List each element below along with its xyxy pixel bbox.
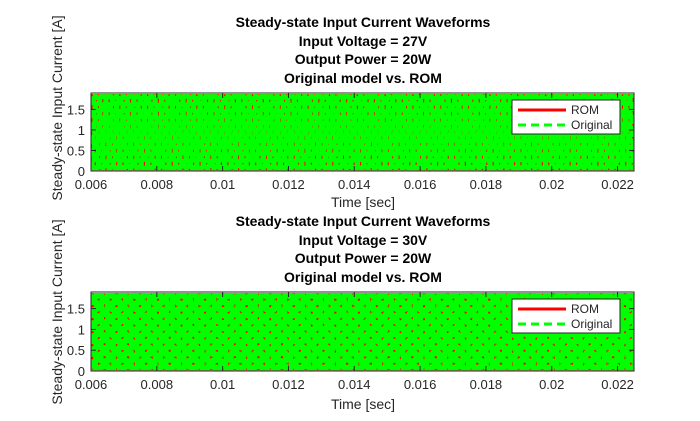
chart-2-title-line-2: Input Voltage = 30V <box>299 232 428 248</box>
y-tick-label: 0 <box>78 164 85 179</box>
x-tick-label: 0.012 <box>272 377 305 392</box>
axes-box <box>90 92 635 172</box>
chart-2-y-axis-label: Steady-state Input Current [A] <box>49 219 65 404</box>
x-tick-label: 0.006 <box>75 377 108 392</box>
chart-2-legend-box <box>511 298 621 334</box>
chart-1-x-axis-label: Time [sec] <box>331 194 395 210</box>
x-tick-label: 0.01 <box>210 177 235 192</box>
chart-1-legend-box <box>511 99 621 135</box>
x-tick-label: 0.02 <box>539 377 564 392</box>
y-tick-label: 0.5 <box>67 343 85 358</box>
x-tick-label: 0.01 <box>210 377 235 392</box>
y-tick-label: 1.5 <box>67 102 85 117</box>
y-tick-label: 0 <box>78 364 85 379</box>
y-tick-label: 0.5 <box>67 143 85 158</box>
chart-2-legend-rom-label: ROM <box>571 302 599 316</box>
x-tick-label: 0.012 <box>272 177 305 192</box>
y-tick-label: 1 <box>78 322 85 337</box>
y-tick-label: 1 <box>78 123 85 138</box>
x-tick-label: 0.022 <box>601 177 634 192</box>
x-tick-label: 0.016 <box>404 377 437 392</box>
chart-2-legend-original-label: Original <box>571 317 612 331</box>
chart-2-title-line-3: Output Power = 20W <box>295 250 432 266</box>
chart-2: Steady-state Input Current Waveforms Inp… <box>49 213 635 412</box>
x-tick-label: 0.014 <box>338 177 371 192</box>
chart-1-title-line-2: Input Voltage = 27V <box>299 33 428 49</box>
chart-1-y-axis-label: Steady-state Input Current [A] <box>49 15 65 200</box>
y-tick-label: 1.5 <box>67 302 85 317</box>
x-tick-label: 0.014 <box>338 377 371 392</box>
chart-1-title-line-1: Steady-state Input Current Waveforms <box>236 14 491 30</box>
x-tick-label: 0.008 <box>141 377 174 392</box>
x-tick-label: 0.016 <box>404 177 437 192</box>
chart-1: Steady-state Input Current Waveforms Inp… <box>49 14 635 210</box>
x-tick-label: 0.006 <box>75 177 108 192</box>
x-tick-label: 0.022 <box>601 377 634 392</box>
x-tick-label: 0.02 <box>539 177 564 192</box>
x-tick-label: 0.018 <box>470 177 503 192</box>
x-tick-label: 0.018 <box>470 377 503 392</box>
chart-1-title-line-3: Output Power = 20W <box>295 51 432 67</box>
axes-box <box>90 291 635 372</box>
chart-2-legend: ROM Original <box>511 298 621 334</box>
x-tick-label: 0.008 <box>141 177 174 192</box>
chart-1-legend-rom-label: ROM <box>571 103 599 117</box>
chart-2-x-axis-label: Time [sec] <box>331 396 395 412</box>
chart-1-legend-original-label: Original <box>571 118 612 132</box>
chart-1-legend: ROM Original <box>511 99 621 135</box>
chart-2-title-line-4: Original model vs. ROM <box>284 269 442 285</box>
chart-1-title-line-4: Original model vs. ROM <box>284 70 442 86</box>
chart-2-title-line-1: Steady-state Input Current Waveforms <box>236 213 491 229</box>
